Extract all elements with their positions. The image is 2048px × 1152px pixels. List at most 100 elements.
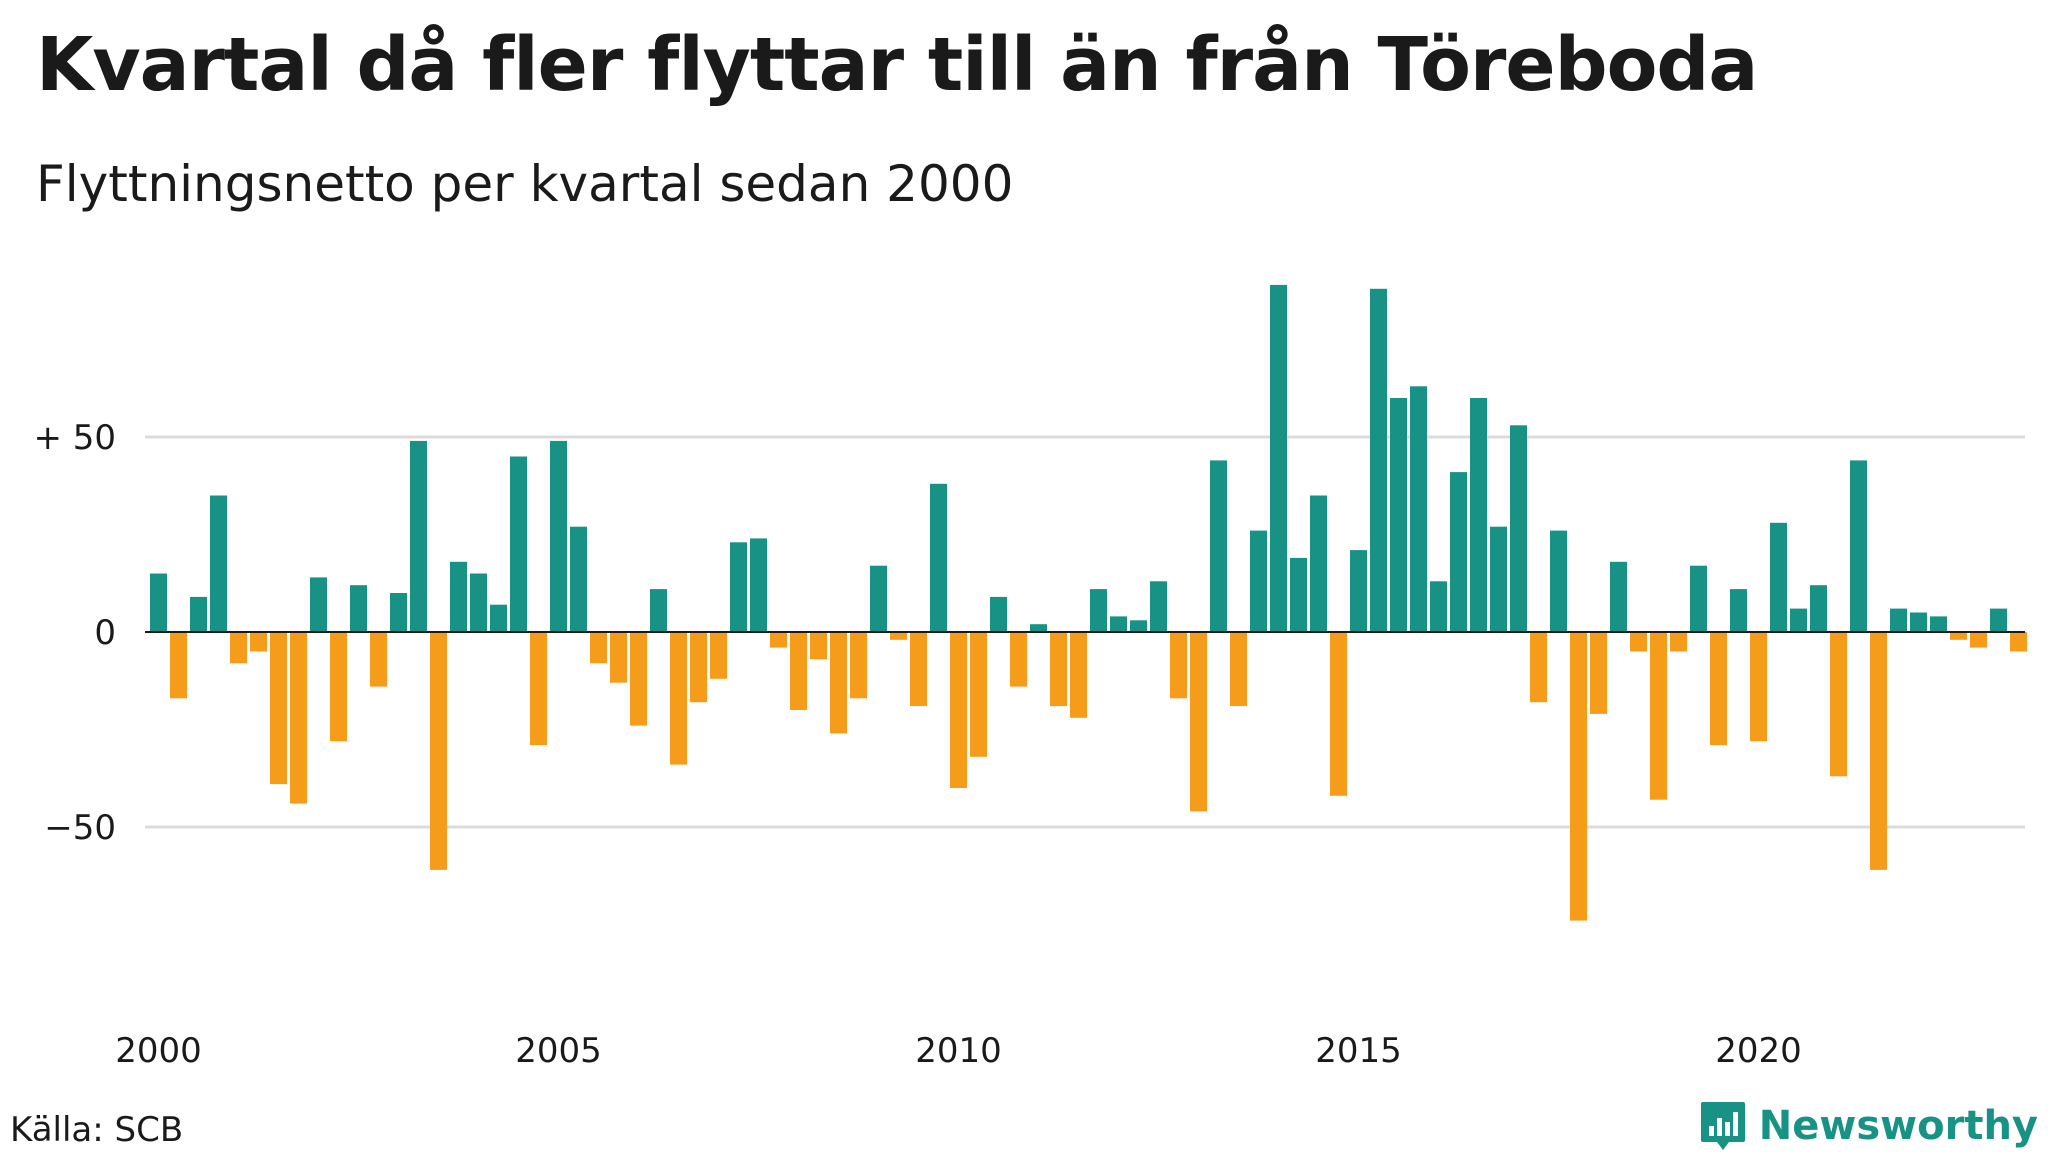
- brand-name: Newsworthy: [1758, 1103, 2038, 1149]
- bar: [670, 632, 687, 765]
- bar: [1030, 624, 1047, 632]
- bar: [870, 565, 887, 632]
- bar: [1150, 581, 1167, 632]
- bar: [1290, 557, 1307, 632]
- bar: [550, 440, 567, 632]
- bar: [930, 483, 947, 632]
- bar: [1190, 632, 1207, 812]
- bar: [1370, 288, 1387, 632]
- bar: [370, 632, 387, 687]
- bar: [1790, 608, 1807, 632]
- brand-logo: Newsworthy: [1699, 1100, 2038, 1152]
- bar: [2010, 632, 2027, 652]
- bar: [1770, 522, 1787, 632]
- bar: [230, 632, 247, 664]
- bar: [1430, 581, 1447, 632]
- bar: [1130, 620, 1147, 632]
- bar: [710, 632, 727, 679]
- bar: [1850, 460, 1867, 632]
- bar: [390, 593, 407, 632]
- bar: [650, 589, 667, 632]
- bar: [1310, 495, 1327, 632]
- bar: [1250, 530, 1267, 632]
- x-tick-label: 2015: [1315, 1031, 1402, 1071]
- bar: [410, 440, 427, 632]
- bar: [1590, 632, 1607, 714]
- bar: [630, 632, 647, 726]
- bar: [530, 632, 547, 746]
- bar: [1230, 632, 1247, 707]
- bar: [1930, 616, 1947, 632]
- bar: [1710, 632, 1727, 746]
- bar: [1390, 398, 1407, 632]
- bar: [1410, 386, 1427, 632]
- bar: [1350, 550, 1367, 632]
- bar: [1210, 460, 1227, 632]
- newsworthy-logo-icon: [1700, 1102, 1745, 1150]
- bar: [950, 632, 967, 788]
- bars: [150, 284, 2027, 921]
- bar: [590, 632, 607, 664]
- bar: [1670, 632, 1687, 652]
- bar: [1110, 616, 1127, 632]
- bar: [1970, 632, 1987, 648]
- bar: [490, 604, 507, 632]
- bar: [330, 632, 347, 742]
- axes: −50 0 + 50 2000 2005 2010 2015 2020: [33, 418, 2025, 1071]
- bar: [1330, 632, 1347, 796]
- bar: [990, 596, 1007, 632]
- source-note: Källa: SCB: [10, 1110, 184, 1150]
- bar: [470, 573, 487, 632]
- bar: [1730, 589, 1747, 632]
- x-tick-label: 2020: [1715, 1031, 1802, 1071]
- bar: [170, 632, 187, 699]
- bar: [1090, 589, 1107, 632]
- bar: [1810, 585, 1827, 632]
- bar: [1050, 632, 1067, 707]
- bar: [1870, 632, 1887, 870]
- bar: [830, 632, 847, 734]
- bar: [1530, 632, 1547, 703]
- bar: [1170, 632, 1187, 699]
- bar: [690, 632, 707, 703]
- bar: [730, 542, 747, 632]
- x-tick-label: 2005: [515, 1031, 602, 1071]
- chart-subtitle: Flyttningsnetto per kvartal sedan 2000: [36, 155, 1014, 213]
- bar: [1830, 632, 1847, 777]
- bar: [790, 632, 807, 710]
- x-tick-label: 2000: [115, 1031, 202, 1071]
- bar: [430, 632, 447, 870]
- bar: [1990, 608, 2007, 632]
- bar: [970, 632, 987, 757]
- bar: [350, 585, 367, 632]
- bar: [210, 495, 227, 632]
- bar: [1750, 632, 1767, 742]
- bar: [1910, 612, 1927, 632]
- bar: [750, 538, 767, 632]
- bar: [1630, 632, 1647, 652]
- y-tick-label: 0: [94, 613, 116, 653]
- bar: [850, 632, 867, 699]
- grid-lines: [145, 435, 2025, 829]
- bar: [1470, 398, 1487, 632]
- bar: [610, 632, 627, 683]
- bar: [190, 596, 207, 632]
- bar: [1490, 526, 1507, 632]
- bar: [1570, 632, 1587, 921]
- bar: [1450, 472, 1467, 632]
- bar: [290, 632, 307, 804]
- bar: [150, 573, 167, 632]
- bar: [770, 632, 787, 648]
- bar: [810, 632, 827, 660]
- bar: [1550, 530, 1567, 632]
- bar: [1650, 632, 1667, 800]
- bar: [1510, 425, 1527, 632]
- x-tick-label: 2010: [915, 1031, 1002, 1071]
- bar: [450, 561, 467, 632]
- bar: [1950, 632, 1967, 640]
- bar: [510, 456, 527, 632]
- y-tick-label: −50: [44, 808, 116, 848]
- y-tick-label: + 50: [33, 418, 116, 458]
- bar: [890, 632, 907, 640]
